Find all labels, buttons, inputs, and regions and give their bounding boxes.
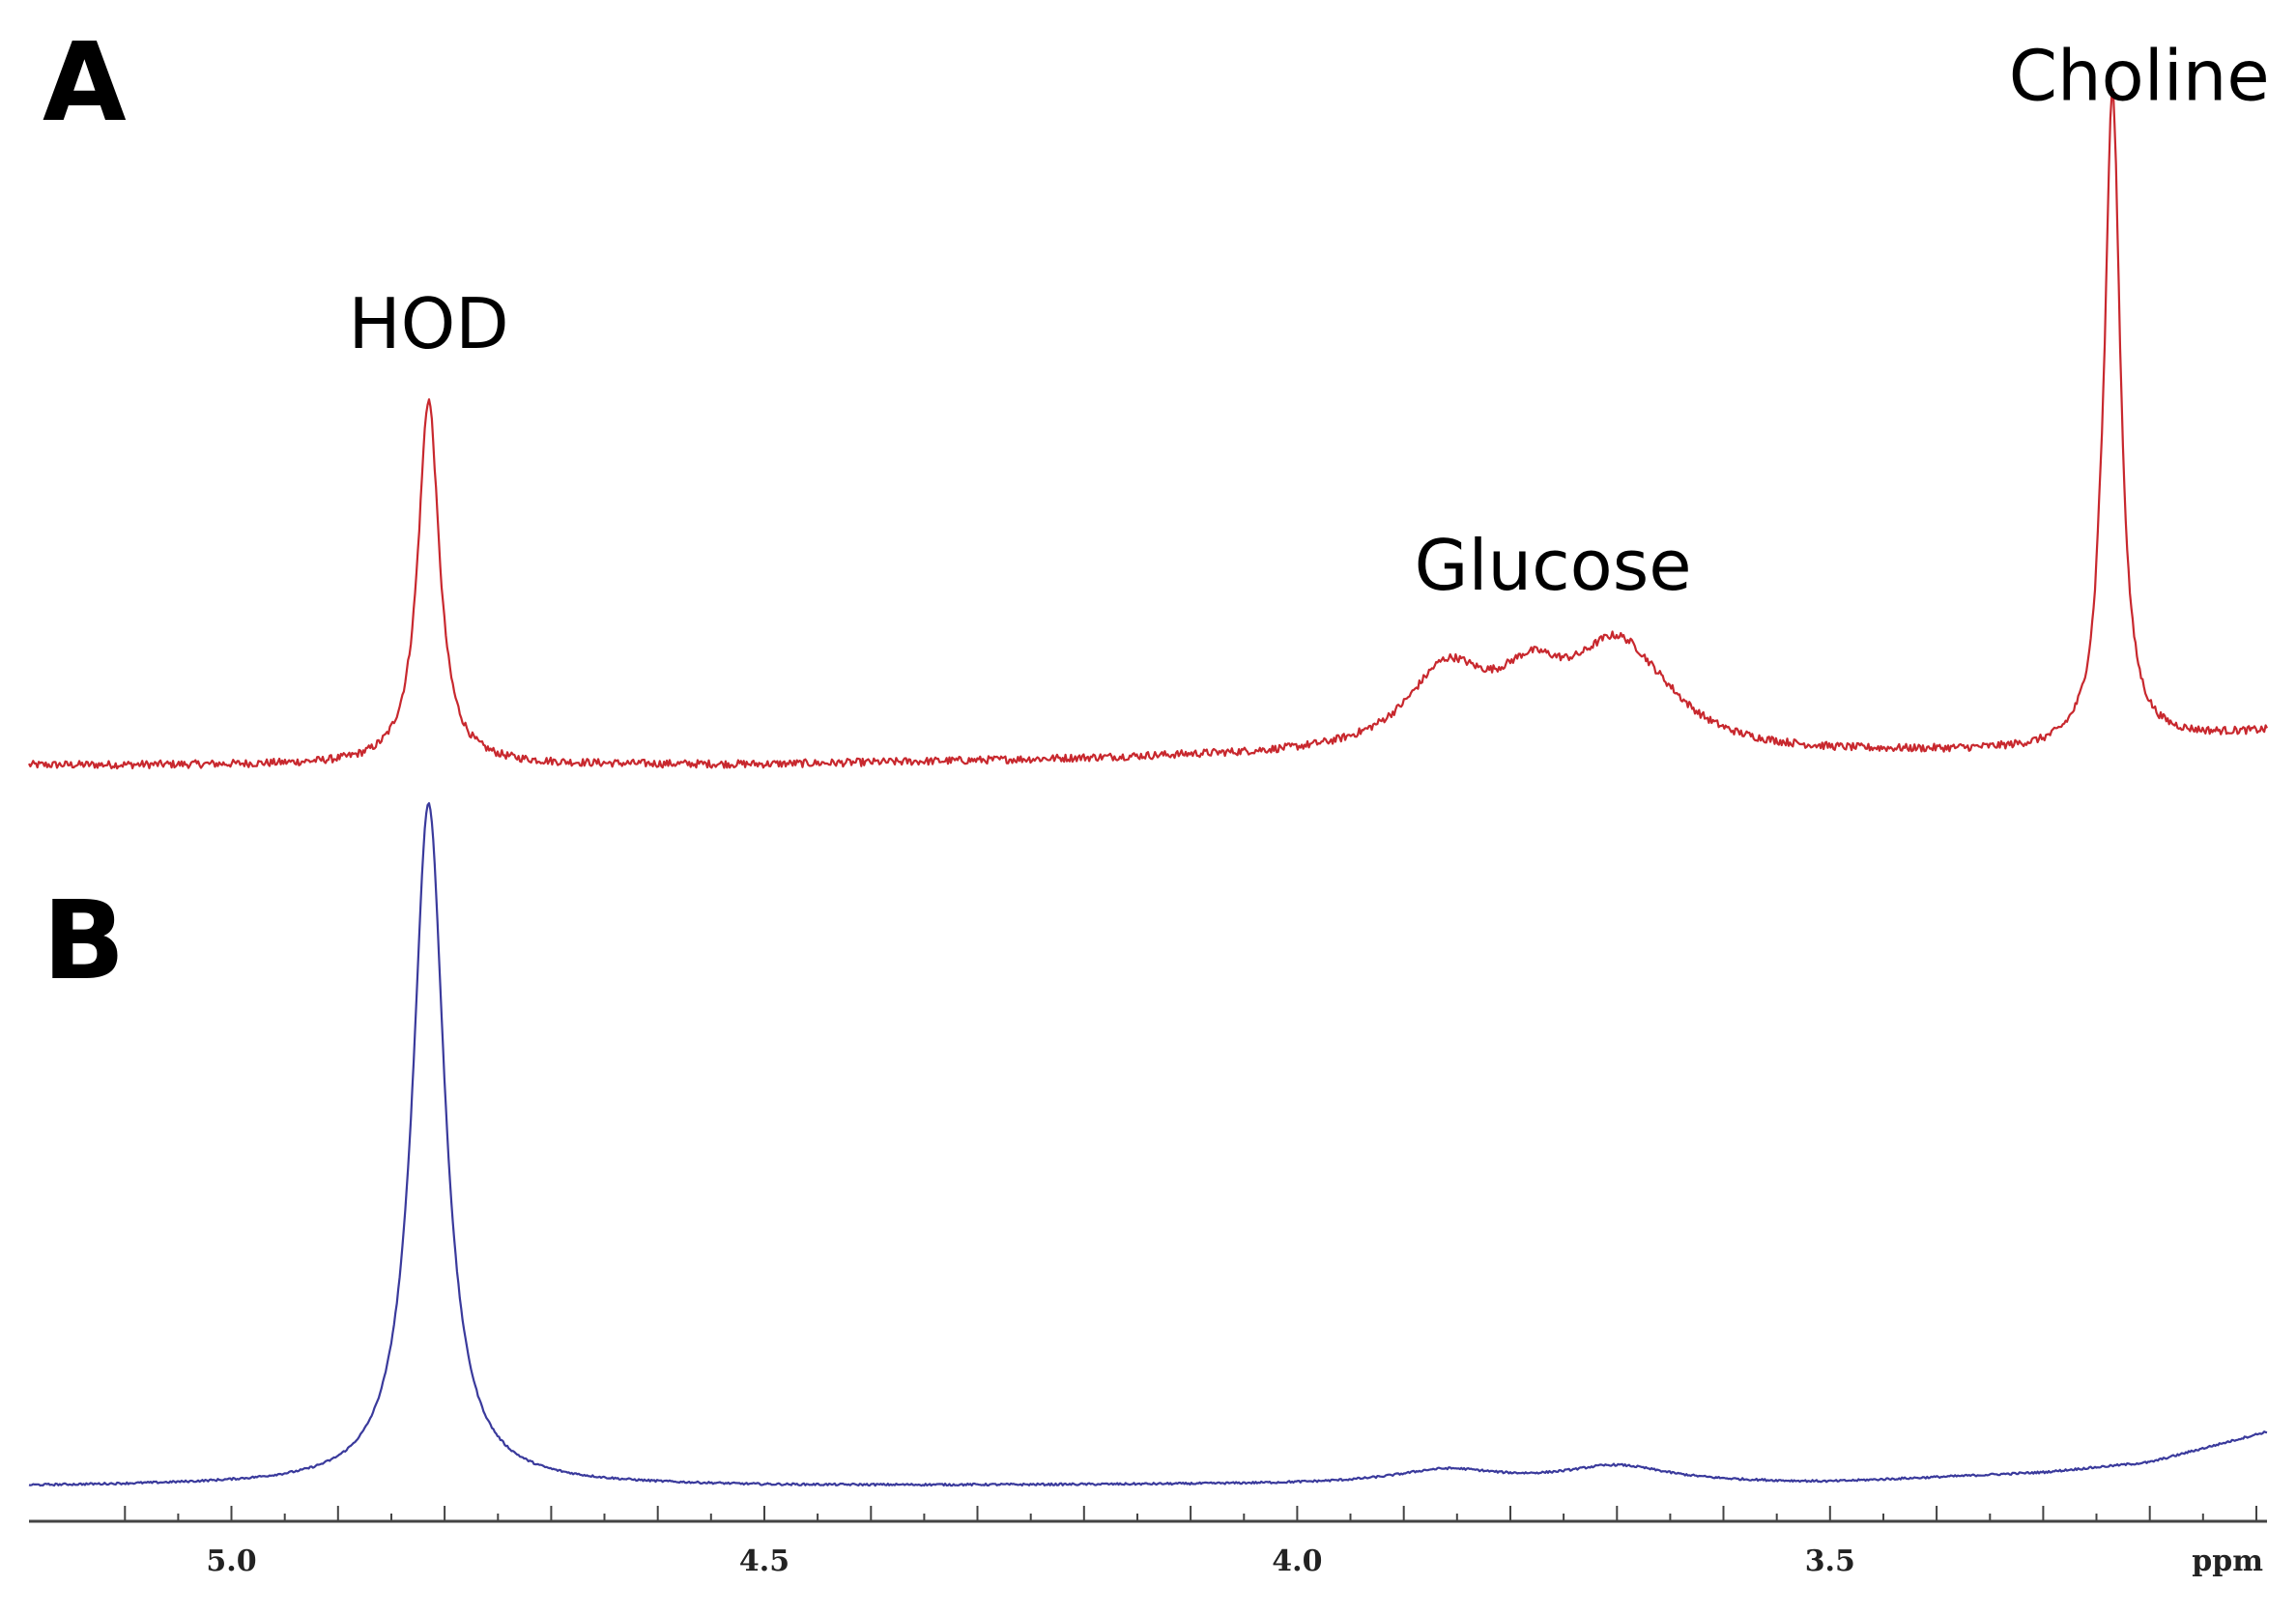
peak-annotations-a: HOD Glucose Choline <box>348 36 2269 606</box>
peak-label-choline: Choline <box>2009 36 2270 117</box>
x-tick-label: 5.0 <box>206 1544 256 1578</box>
x-tick-label: 3.5 <box>1805 1544 1855 1578</box>
x-axis-unit-label: ppm <box>2192 1544 2263 1578</box>
panel-b: B <box>28 802 2268 1487</box>
x-axis: 5.0 4.5 4.0 3.5 ppm <box>29 1506 2267 1578</box>
peak-label-hod: HOD <box>348 283 508 364</box>
panel-b-label: B <box>43 879 125 1004</box>
panel-a: A HOD Glucose Choline <box>28 20 2270 770</box>
x-tick-label: 4.5 <box>739 1544 789 1578</box>
x-axis-ticks: 5.0 4.5 4.0 3.5 <box>124 1506 2257 1578</box>
panel-a-label: A <box>43 20 127 146</box>
spectrum-trace-b <box>28 802 2268 1487</box>
peak-label-glucose: Glucose <box>1415 525 1692 606</box>
x-tick-label: 4.0 <box>1272 1544 1322 1578</box>
spectrum-trace-a <box>28 88 2268 770</box>
